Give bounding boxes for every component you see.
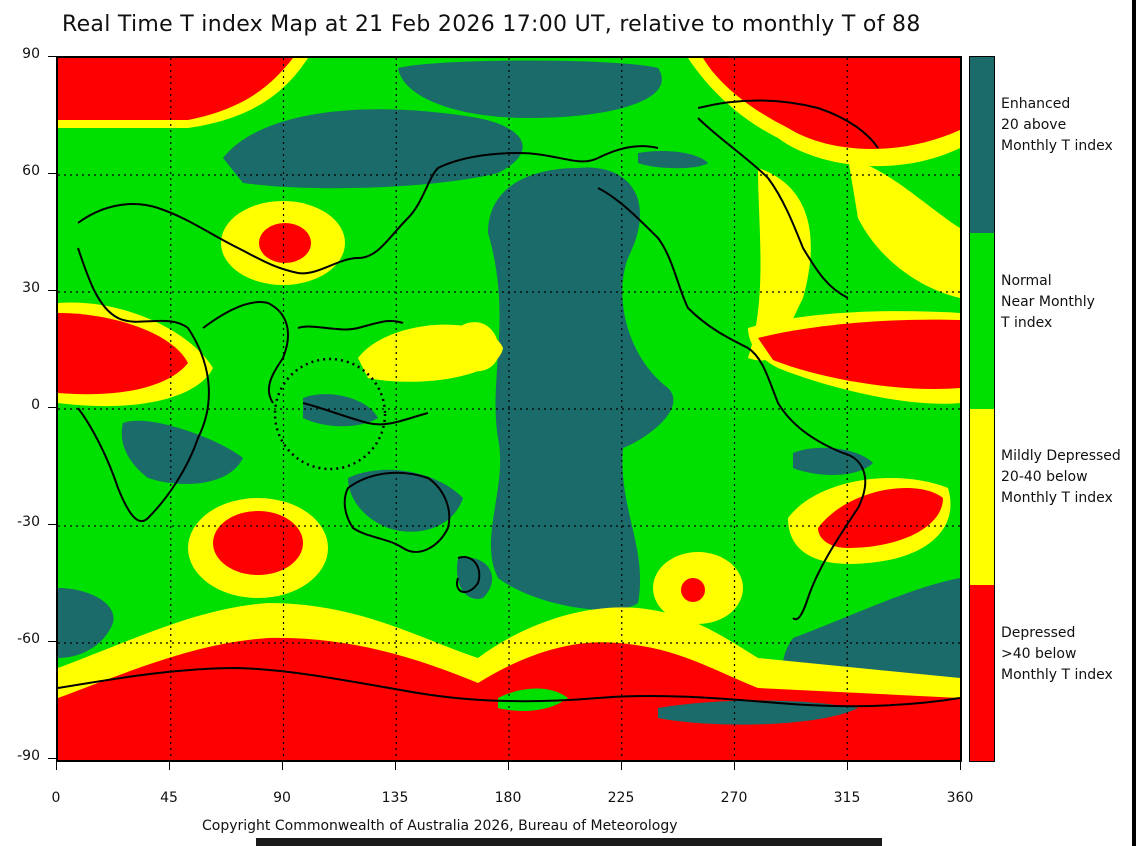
y-tick-label: 90 — [22, 46, 40, 62]
legend-swatch-enhanced — [970, 57, 994, 233]
x-tick-label: 270 — [720, 790, 748, 806]
x-tick-label: 315 — [833, 790, 861, 806]
legend-swatch-mildly-depressed — [970, 409, 994, 585]
x-tick-label: 135 — [381, 790, 409, 806]
x-tick-label: 225 — [607, 790, 635, 806]
x-tick-label: 360 — [946, 790, 974, 806]
x-tick-label: 90 — [273, 790, 291, 806]
x-tick-mark — [847, 762, 848, 770]
bottom-dark-bar — [256, 838, 882, 846]
y-tick-label: -90 — [17, 748, 40, 764]
y-tick-mark — [48, 524, 56, 525]
x-tick-label: 0 — [51, 790, 61, 806]
legend-label-depressed: Depressed >40 below Monthly T index — [1001, 625, 1113, 683]
x-tick-mark — [395, 762, 396, 770]
y-tick-mark — [48, 56, 56, 57]
x-tick-mark — [282, 762, 283, 770]
x-tick-mark — [56, 762, 57, 770]
y-tick-label: 60 — [22, 163, 40, 179]
x-tick-mark — [169, 762, 170, 770]
legend-swatch-normal — [970, 233, 994, 409]
y-tick-mark — [48, 173, 56, 174]
x-tick-mark — [621, 762, 622, 770]
legend-label-enhanced: Enhanced 20 above Monthly T index — [1001, 96, 1113, 154]
y-tick-label: 30 — [22, 280, 40, 296]
x-tick-mark — [508, 762, 509, 770]
t-index-map-graphic — [58, 58, 960, 760]
copyright-notice: Copyright Commonwealth of Australia 2026… — [202, 818, 678, 834]
y-tick-mark — [48, 407, 56, 408]
y-tick-mark — [48, 758, 56, 759]
legend-label-normal: Normal Near Monthly T index — [1001, 273, 1095, 331]
y-tick-mark — [48, 290, 56, 291]
x-tick-mark — [734, 762, 735, 770]
y-tick-label: -30 — [17, 514, 40, 530]
y-tick-mark — [48, 641, 56, 642]
legend-label-mildly-depressed: Mildly Depressed 20-40 below Monthly T i… — [1001, 448, 1121, 506]
t-index-map — [56, 56, 962, 762]
map-title: Real Time T index Map at 21 Feb 2026 17:… — [62, 12, 921, 37]
x-tick-label: 45 — [160, 790, 178, 806]
legend-swatch-depressed — [970, 585, 994, 761]
y-tick-label: 0 — [31, 397, 40, 413]
color-legend-bar — [969, 56, 995, 762]
x-tick-mark — [960, 762, 961, 770]
x-tick-label: 180 — [494, 790, 522, 806]
y-tick-label: -60 — [17, 631, 40, 647]
